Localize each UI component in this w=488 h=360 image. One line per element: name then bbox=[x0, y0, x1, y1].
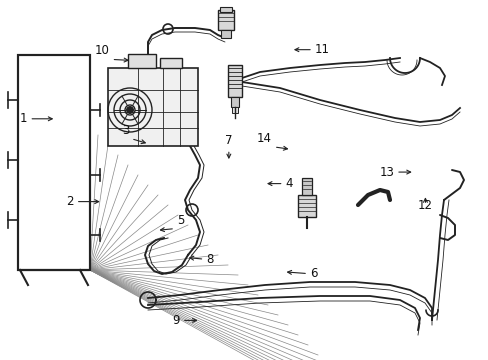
Bar bbox=[218, 10, 234, 30]
Text: 1: 1 bbox=[20, 112, 27, 125]
Text: 5: 5 bbox=[177, 213, 184, 226]
Text: 13: 13 bbox=[378, 166, 393, 179]
Circle shape bbox=[126, 106, 134, 114]
Bar bbox=[220, 7, 231, 12]
Bar bbox=[108, 68, 198, 146]
Bar bbox=[302, 178, 311, 195]
Text: 11: 11 bbox=[314, 43, 329, 56]
Text: 7: 7 bbox=[224, 134, 232, 147]
Bar bbox=[230, 97, 239, 107]
Text: 9: 9 bbox=[172, 314, 180, 327]
Text: 3: 3 bbox=[122, 123, 129, 136]
Text: 6: 6 bbox=[309, 267, 317, 280]
Text: 14: 14 bbox=[256, 132, 271, 145]
FancyBboxPatch shape bbox=[18, 55, 90, 270]
Bar bbox=[231, 107, 238, 113]
Text: 4: 4 bbox=[285, 177, 292, 190]
Bar bbox=[128, 54, 156, 68]
Text: 12: 12 bbox=[417, 199, 432, 212]
Bar bbox=[227, 65, 242, 97]
Text: 8: 8 bbox=[206, 253, 213, 266]
Bar bbox=[221, 30, 230, 38]
Bar bbox=[297, 195, 315, 217]
Bar bbox=[160, 58, 182, 68]
Text: 2: 2 bbox=[66, 195, 74, 208]
Text: 10: 10 bbox=[94, 44, 109, 57]
